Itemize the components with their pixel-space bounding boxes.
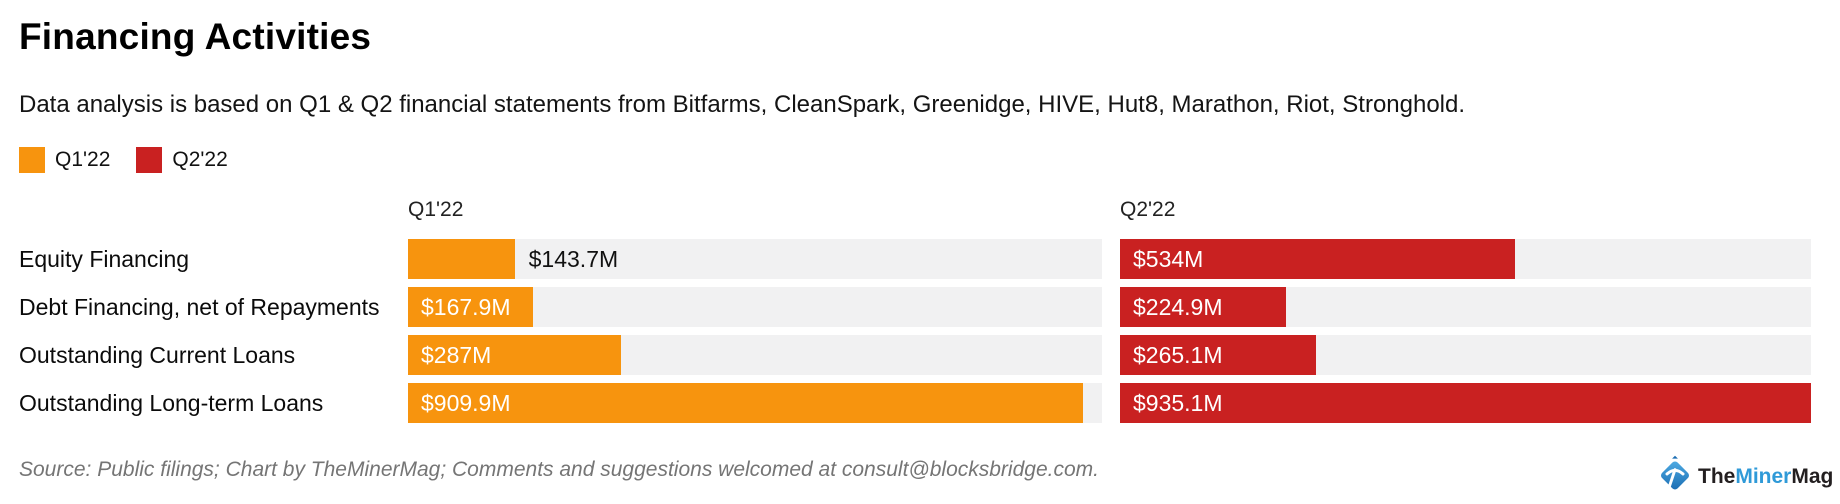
bar-value-label: $143.7M (528, 245, 619, 272)
bar-value-label: $935.1M (1133, 389, 1223, 416)
chart-row-debt-financing: Debt Financing, net of Repayments $167.9… (0, 287, 1840, 327)
bar-q1-outstanding-long-term-loans: $909.9M (408, 383, 1084, 423)
bar-value-label: $167.9M (421, 293, 511, 320)
bar-q2-debt-financing: $224.9M (1120, 287, 1287, 327)
bar-track-q1: $143.7M (408, 239, 1102, 279)
page-title: Financing Activities (19, 16, 372, 57)
panel-header-q2: Q2'22 (1120, 198, 1176, 221)
source-note: Source: Public filings; Chart by TheMine… (19, 458, 1099, 481)
bar-q1-debt-financing: $167.9M (408, 287, 533, 327)
chart-subtitle: Data analysis is based on Q1 & Q2 financ… (19, 91, 1466, 118)
category-label: Equity Financing (19, 245, 190, 272)
logo-text-miner: Miner (1735, 464, 1792, 488)
bar-q2-equity-financing: $534M (1120, 239, 1515, 279)
bar-value-label: $534M (1133, 245, 1204, 272)
legend-swatch-q1 (19, 147, 45, 173)
theminermag-logo-text: TheMinerMag (1698, 465, 1833, 489)
logo-text-mag: Mag (1791, 464, 1834, 488)
bar-value-label: $224.9M (1133, 293, 1223, 320)
category-label: Outstanding Long-term Loans (19, 389, 324, 416)
bar-track-q1: $287M (408, 335, 1102, 375)
theminermag-logo: TheMinerMag (1658, 455, 1833, 498)
category-label: Debt Financing, net of Repayments (19, 293, 380, 320)
bar-track-q2: $534M (1120, 239, 1811, 279)
chart-row-outstanding-long-term-loans: Outstanding Long-term Loans $909.9M $935… (0, 383, 1840, 423)
bar-value-label: $287M (421, 341, 492, 368)
bar-track-q1: $909.9M (408, 383, 1102, 423)
category-label: Outstanding Current Loans (19, 341, 296, 368)
panel-header-q1: Q1'22 (408, 198, 464, 221)
chart-rows: Equity Financing $143.7M $534M Debt Fina… (0, 239, 1840, 431)
bar-q2-outstanding-long-term-loans: $935.1M (1120, 383, 1811, 423)
bar-q1-equity-financing: $143.7M (408, 239, 618, 279)
chart-row-equity-financing: Equity Financing $143.7M $534M (0, 239, 1840, 279)
legend: Q1'22 Q2'22 (19, 147, 228, 173)
bar-track-q1: $167.9M (408, 287, 1102, 327)
bar-track-q2: $224.9M (1120, 287, 1811, 327)
legend-label-q1: Q1'22 (55, 148, 111, 171)
bar-track-q2: $265.1M (1120, 335, 1811, 375)
bar-q1-outstanding-current-loans: $287M (408, 335, 621, 375)
bar-value-label: $265.1M (1133, 341, 1223, 368)
legend-swatch-q2 (136, 147, 163, 173)
chart-row-outstanding-current-loans: Outstanding Current Loans $287M $265.1M (0, 335, 1840, 375)
theminermag-logo-icon (1658, 455, 1692, 498)
legend-item-q2: Q2'22 (136, 147, 228, 173)
bar-q2-outstanding-current-loans: $265.1M (1120, 335, 1316, 375)
bar-value-label: $909.9M (421, 389, 511, 416)
legend-label-q2: Q2'22 (172, 148, 228, 171)
logo-text-the: The (1698, 464, 1736, 488)
bar-track-q2: $935.1M (1120, 383, 1811, 423)
legend-item-q1: Q1'22 (19, 147, 110, 173)
